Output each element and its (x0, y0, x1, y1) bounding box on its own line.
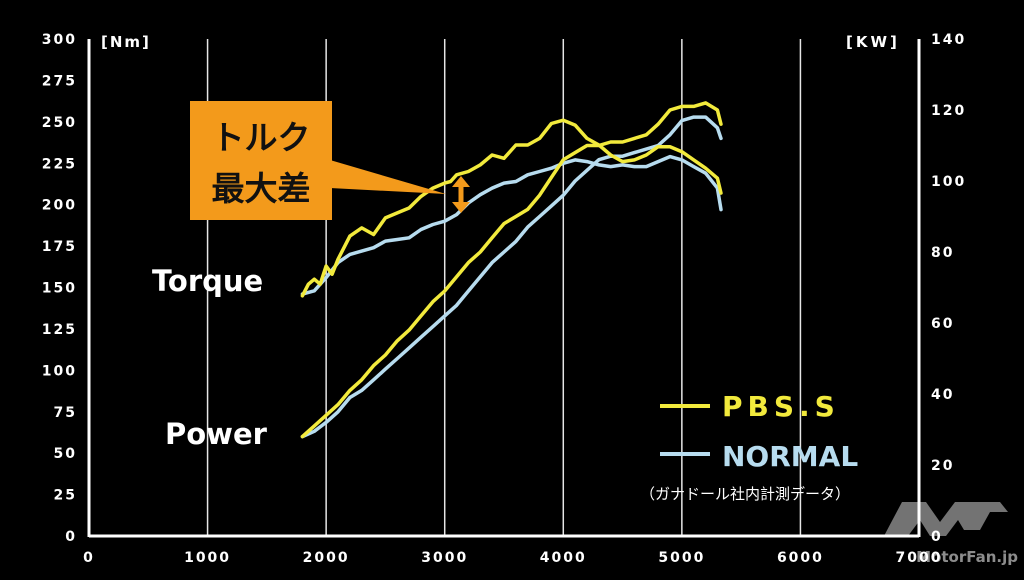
tick-labels: 0255075100125150175200225250275300020406… (42, 32, 966, 566)
pbs-s-power-line (300, 101, 723, 439)
y-left-tick-label: 225 (42, 156, 77, 172)
y-left-tick-label: 25 (54, 488, 77, 504)
y-left-tick-label: 125 (42, 322, 77, 338)
y-right-tick-label: 20 (931, 458, 954, 474)
x-tick-label: 0 (83, 550, 95, 566)
x-tick-label: 7000 (896, 550, 943, 566)
y-right-tick-label: 60 (931, 316, 954, 332)
pbs-s-torque-line (300, 118, 723, 298)
normal-torque-line (300, 154, 723, 296)
right-axis-unit: [KW] (846, 33, 900, 51)
y-left-tick-label: 150 (42, 281, 77, 297)
series-lines (300, 101, 723, 439)
y-left-tick-label: 75 (54, 405, 77, 421)
y-left-tick-label: 250 (42, 115, 77, 131)
y-left-tick-label: 275 (42, 73, 77, 89)
watermark-logo-shape (884, 502, 1008, 536)
callout-box (190, 101, 332, 220)
callout-line-2: 最大差 (212, 169, 311, 208)
y-right-tick-label: 140 (931, 32, 966, 48)
max-torque-difference-callout: トルク 最大差 (190, 101, 470, 220)
y-right-tick-label: 80 (931, 245, 954, 261)
y-left-tick-label: 175 (42, 239, 77, 255)
x-tick-label: 5000 (658, 550, 705, 566)
y-left-tick-label: 200 (42, 198, 77, 214)
callout-line-1: トルク (212, 118, 311, 157)
y-right-tick-label: 100 (931, 174, 966, 190)
x-tick-label: 4000 (540, 550, 587, 566)
watermark: MotorFan.jp (884, 502, 1018, 566)
y-right-tick-label: 0 (931, 529, 943, 545)
torque-curve-label: Torque (152, 264, 263, 298)
watermark-text: MotorFan.jp (916, 548, 1018, 566)
callout-pointer (330, 160, 446, 194)
power-curve-label: Power (165, 417, 268, 451)
legend-label-normal: NORMAL (722, 440, 858, 473)
y-left-tick-label: 0 (65, 529, 77, 545)
x-tick-label: 2000 (303, 550, 350, 566)
legend-note: （ガナドール社内計測データ） (640, 485, 850, 503)
left-axis-unit: [Nm] (101, 33, 151, 51)
axes (87, 39, 921, 538)
normal-power-line (300, 115, 723, 439)
y-right-tick-label: 40 (931, 387, 954, 403)
legend: PBS.S NORMAL （ガナドール社内計測データ） (640, 390, 858, 503)
x-tick-label: 6000 (777, 550, 824, 566)
y-left-tick-label: 50 (54, 446, 77, 462)
y-left-tick-label: 100 (42, 363, 77, 379)
x-tick-label: 1000 (184, 550, 231, 566)
y-left-tick-label: 300 (42, 32, 77, 48)
y-right-tick-label: 120 (931, 103, 966, 119)
x-tick-label: 3000 (421, 550, 468, 566)
difference-arrow (452, 176, 470, 213)
legend-label-pbs-s: PBS.S (722, 390, 840, 423)
